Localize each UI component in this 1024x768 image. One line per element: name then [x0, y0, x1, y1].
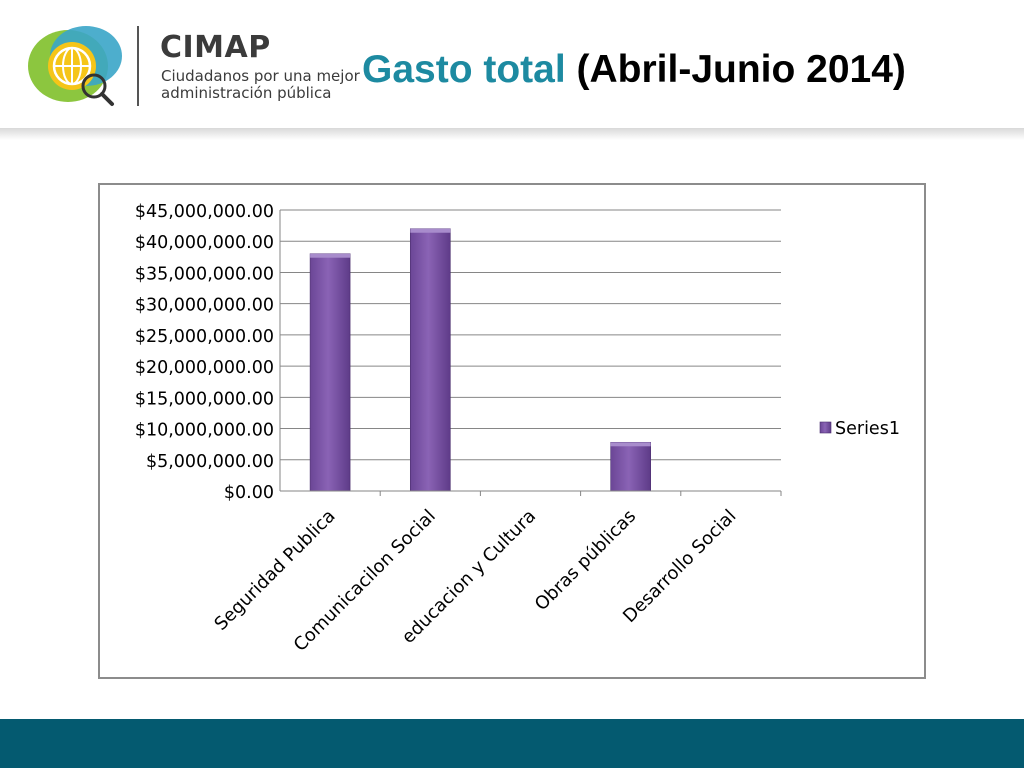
y-tick-label: $5,000,000.00	[146, 452, 274, 472]
y-tick-label: $45,000,000.00	[135, 202, 274, 222]
bar-top-highlight	[310, 253, 351, 258]
footer-bar	[0, 719, 1024, 768]
y-tick-label: $15,000,000.00	[135, 389, 274, 409]
logo-name: CIMAP	[160, 30, 271, 65]
y-tick-label: $30,000,000.00	[135, 296, 274, 316]
logo-tagline-line2: administración pública	[161, 84, 332, 102]
header-shadow	[0, 128, 1024, 140]
bar	[409, 228, 451, 492]
page-title: Gasto total (Abril-Junio 2014)	[362, 48, 906, 92]
legend-swatch	[819, 421, 832, 434]
globe-magnifier-icon	[28, 26, 122, 106]
x-tick-label: Desarrollo Social	[619, 506, 740, 627]
bar-chart: $0.00 $5,000,000.00 $10,000,000.00 $15,000,…	[135, 202, 900, 656]
y-tick-label: $25,000,000.00	[135, 327, 274, 347]
bar-top-highlight	[610, 442, 651, 447]
page-title-highlight: Gasto total	[362, 48, 566, 91]
y-tick-label: $35,000,000.00	[135, 264, 274, 284]
logo-tagline-line1: Ciudadanos por una mejor	[161, 67, 360, 85]
y-tick-label: $10,000,000.00	[135, 421, 274, 441]
chart-frame	[98, 183, 926, 679]
bar	[309, 253, 351, 492]
page-title-rest: (Abril-Junio 2014)	[565, 48, 906, 91]
logo-divider	[137, 26, 139, 106]
bar-top-highlight	[410, 228, 451, 233]
y-tick-label: $40,000,000.00	[135, 233, 274, 253]
header: CIMAP Ciudadanos por una mejor administr…	[0, 0, 1024, 132]
bar	[610, 441, 652, 492]
y-tick-label: $0.00	[224, 483, 274, 503]
x-tick-label: Obras públicas	[531, 506, 640, 615]
logo-tagline: Ciudadanos por una mejor administración …	[161, 68, 371, 102]
legend-label: Series1	[835, 419, 900, 439]
y-tick-label: $20,000,000.00	[135, 358, 274, 378]
